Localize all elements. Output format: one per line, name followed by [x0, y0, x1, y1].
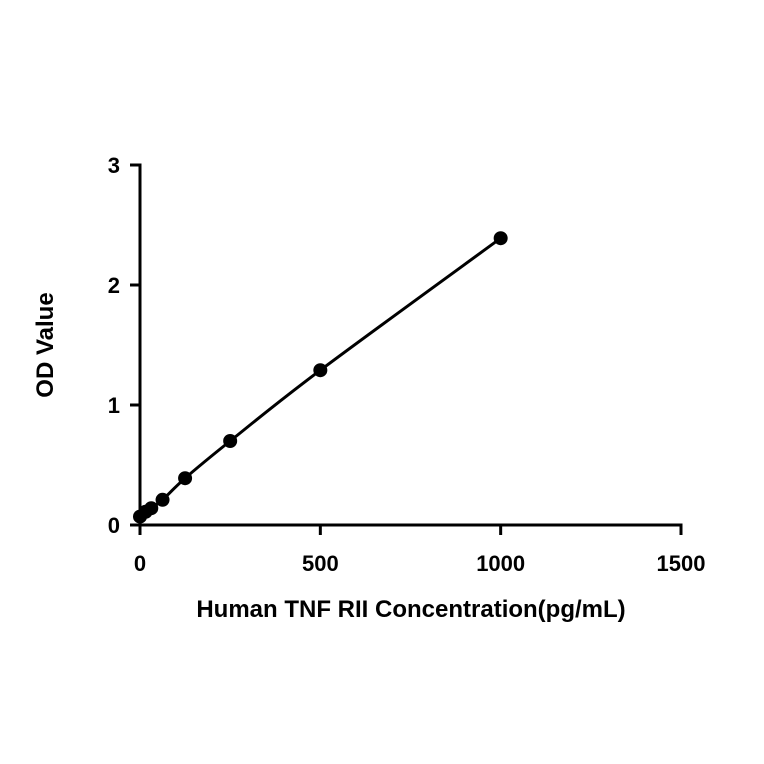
ticks	[130, 163, 683, 535]
data-point	[223, 434, 238, 448]
data-point	[313, 363, 328, 378]
data-point	[493, 231, 508, 246]
y-tick-label: 3	[108, 153, 120, 178]
data-point	[155, 492, 170, 507]
x-tick-label: 0	[134, 551, 146, 576]
axes	[138, 163, 683, 527]
fit-curve	[139, 236, 502, 518]
x-axis-title: Human TNF RII Concentration(pg/mL)	[196, 596, 625, 623]
y-tick-label: 0	[108, 513, 120, 538]
x-tick-label: 1500	[657, 551, 706, 576]
y-tick-label: 2	[108, 273, 120, 298]
x-tick-label: 1000	[476, 551, 525, 576]
y-tick-label: 1	[108, 393, 120, 418]
data-points	[133, 231, 508, 524]
y-axis-title: OD Value	[32, 292, 59, 397]
tick-labels: 0 500 1000 1500 0 1 2 3	[108, 153, 706, 576]
x-tick-label: 500	[302, 551, 339, 576]
data-point	[144, 501, 159, 516]
data-point	[178, 471, 193, 486]
